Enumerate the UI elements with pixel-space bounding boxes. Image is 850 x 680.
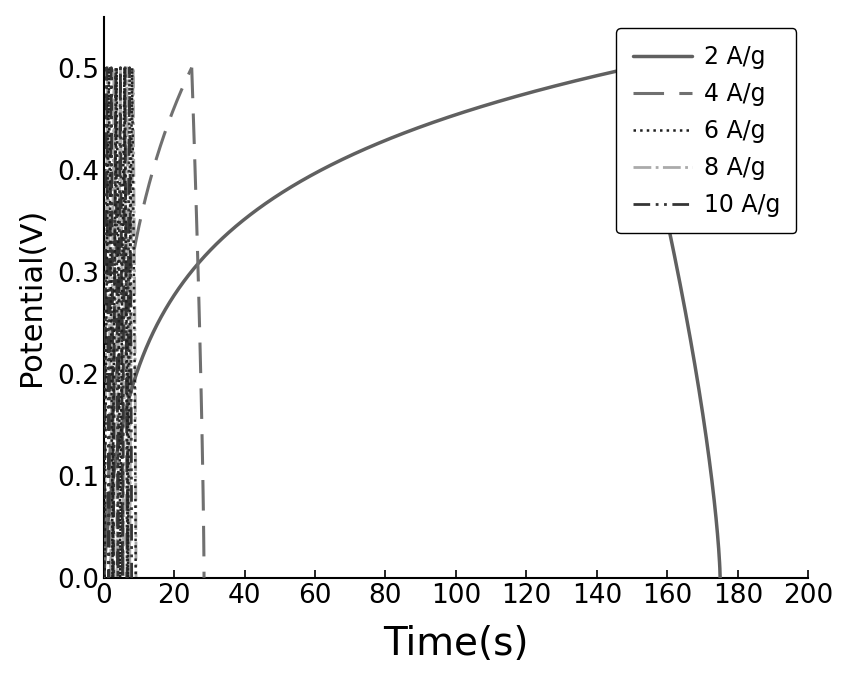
4 A/g bbox=[99, 564, 109, 573]
Y-axis label: Potential(V): Potential(V) bbox=[17, 208, 46, 386]
Line: 10 A/g: 10 A/g bbox=[105, 68, 132, 578]
Line: 2 A/g: 2 A/g bbox=[104, 68, 632, 577]
2 A/g bbox=[332, 158, 342, 167]
Line: 6 A/g: 6 A/g bbox=[105, 68, 136, 578]
Legend: 2 A/g, 4 A/g, 6 A/g, 8 A/g, 10 A/g: 2 A/g, 4 A/g, 6 A/g, 8 A/g, 10 A/g bbox=[616, 29, 796, 233]
4 A/g bbox=[187, 64, 197, 72]
10 A/g bbox=[104, 574, 114, 582]
6 A/g bbox=[110, 224, 120, 233]
2 A/g bbox=[511, 92, 521, 101]
2 A/g bbox=[627, 64, 638, 72]
10 A/g bbox=[99, 573, 110, 581]
8 A/g bbox=[131, 574, 141, 582]
6 A/g bbox=[131, 574, 141, 582]
4 A/g bbox=[162, 122, 173, 130]
10 A/g bbox=[108, 573, 118, 581]
4 A/g bbox=[128, 254, 138, 262]
6 A/g bbox=[109, 326, 119, 335]
8 A/g bbox=[103, 64, 113, 72]
10 A/g bbox=[122, 377, 132, 385]
10 A/g bbox=[102, 64, 112, 72]
Line: 8 A/g: 8 A/g bbox=[105, 68, 136, 578]
6 A/g bbox=[102, 243, 112, 252]
8 A/g bbox=[123, 243, 133, 251]
6 A/g bbox=[99, 573, 110, 581]
X-axis label: Time(s): Time(s) bbox=[383, 626, 529, 663]
8 A/g bbox=[105, 574, 116, 582]
8 A/g bbox=[102, 164, 112, 172]
2 A/g bbox=[462, 107, 472, 116]
2 A/g bbox=[152, 320, 162, 328]
6 A/g bbox=[116, 373, 127, 381]
6 A/g bbox=[114, 337, 124, 345]
10 A/g bbox=[109, 521, 119, 529]
8 A/g bbox=[110, 303, 121, 311]
4 A/g bbox=[133, 223, 144, 231]
4 A/g bbox=[154, 146, 164, 154]
2 A/g bbox=[312, 168, 322, 176]
4 A/g bbox=[162, 120, 173, 129]
8 A/g bbox=[99, 573, 110, 581]
10 A/g bbox=[102, 84, 112, 92]
4 A/g bbox=[110, 390, 120, 398]
6 A/g bbox=[107, 574, 117, 582]
10 A/g bbox=[117, 573, 128, 581]
8 A/g bbox=[127, 283, 137, 291]
10 A/g bbox=[127, 574, 137, 582]
2 A/g bbox=[520, 90, 530, 98]
10 A/g bbox=[122, 333, 132, 341]
6 A/g bbox=[104, 64, 114, 72]
8 A/g bbox=[109, 102, 119, 110]
Line: 4 A/g: 4 A/g bbox=[104, 68, 192, 568]
2 A/g bbox=[99, 573, 109, 581]
6 A/g bbox=[118, 171, 128, 180]
8 A/g bbox=[121, 233, 131, 241]
